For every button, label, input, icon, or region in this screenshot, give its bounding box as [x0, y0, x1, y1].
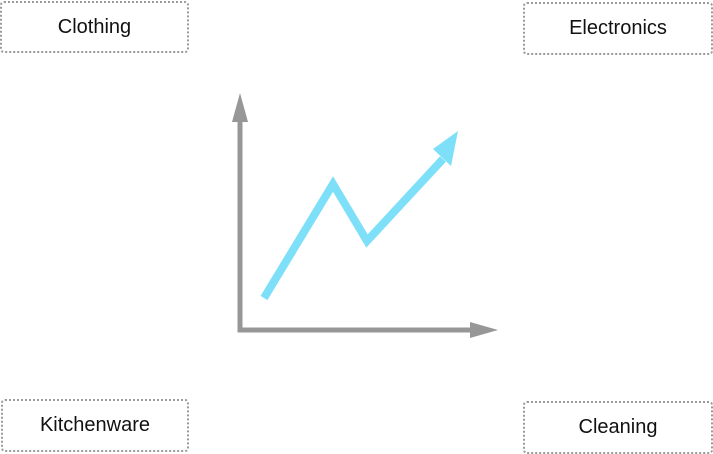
- category-kitchenware-label: Kitchenware: [39, 414, 151, 436]
- trend-line: [260, 131, 458, 301]
- category-electronics[interactable]: Electronics: [523, 2, 713, 55]
- y-axis-arrowhead: [232, 93, 248, 122]
- axes: [232, 93, 498, 338]
- trend-arrowhead: [433, 131, 458, 166]
- category-electronics-label: Electronics: [569, 17, 667, 39]
- category-cleaning-label: Cleaning: [578, 416, 658, 438]
- x-axis-arrowhead: [470, 322, 498, 338]
- trend-polyline: [260, 156, 446, 301]
- category-cleaning[interactable]: Cleaning: [523, 401, 713, 454]
- category-kitchenware[interactable]: Kitchenware: [1, 399, 189, 452]
- category-clothing[interactable]: Clothing: [0, 1, 189, 53]
- category-clothing-label: Clothing: [57, 15, 132, 38]
